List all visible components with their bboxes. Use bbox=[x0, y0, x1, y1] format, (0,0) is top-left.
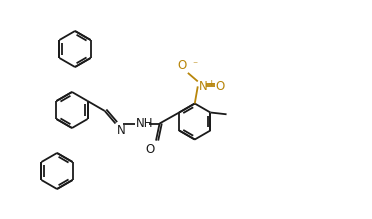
Text: N: N bbox=[199, 80, 208, 93]
Text: ⁻: ⁻ bbox=[192, 60, 197, 70]
Text: O: O bbox=[216, 80, 225, 93]
Text: +: + bbox=[207, 79, 214, 88]
Text: O: O bbox=[177, 59, 187, 72]
Text: O: O bbox=[146, 143, 155, 156]
Text: NH: NH bbox=[136, 117, 154, 130]
Text: N: N bbox=[116, 124, 125, 138]
